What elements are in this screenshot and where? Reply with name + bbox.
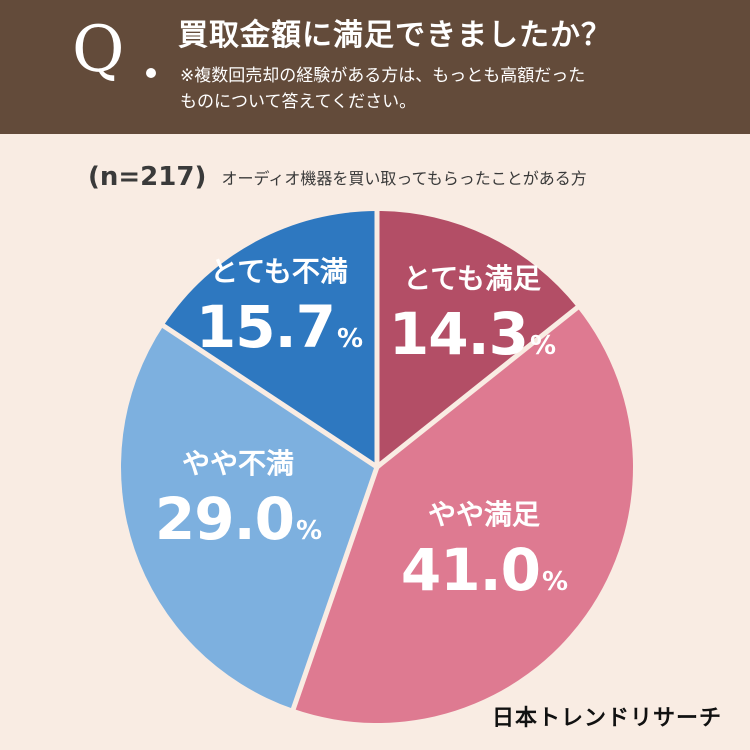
slice-value-3: 15.7% (195, 293, 363, 361)
pie-slice-3 (163, 211, 377, 467)
slice-label-3: とても不満 15.7% (195, 252, 363, 374)
slice-name-0: とても満足 (403, 262, 541, 295)
pie-slice-0 (377, 211, 578, 467)
slice-label-2: やや不満 29.0% (154, 444, 322, 566)
pie-slice-2 (120, 325, 377, 709)
slice-separator-1 (375, 304, 581, 469)
slice-value-1: 41.0% (400, 536, 568, 604)
sample-size: (n=217) (88, 162, 207, 192)
q-mark: Q (72, 13, 125, 87)
slice-separator-2 (290, 466, 380, 712)
slice-name-1: やや満足 (427, 498, 541, 531)
question-title: 買取金額に満足できましたか？ (178, 18, 612, 53)
sample-info: (n=217) オーディオ機器を買い取ってもらったことがある方 (88, 162, 587, 192)
header-banner: Q 買取金額に満足できましたか？ ※複数回売却の経験がある方は、もっとも高額だっ… (0, 0, 750, 134)
slice-label-0: とても満足 14.3% (388, 259, 556, 381)
slice-value-0: 14.3% (388, 300, 556, 368)
pie-slice-1 (293, 307, 634, 724)
slice-name-3: とても不満 (210, 255, 348, 288)
slice-name-2: やや不満 (181, 447, 295, 480)
slice-value-2: 29.0% (154, 485, 322, 553)
slice-label-1: やや満足 41.0% (400, 495, 568, 617)
question-note: ※複数回売却の経験がある方は、もっとも高額だった ものについて答えてください。 (180, 66, 586, 112)
q-dot-icon (146, 68, 156, 78)
slice-separator-3 (160, 322, 379, 470)
brand-logo: 日本トレンドリサーチ (491, 706, 722, 731)
sample-description: オーディオ機器を買い取ってもらったことがある方 (221, 169, 587, 188)
